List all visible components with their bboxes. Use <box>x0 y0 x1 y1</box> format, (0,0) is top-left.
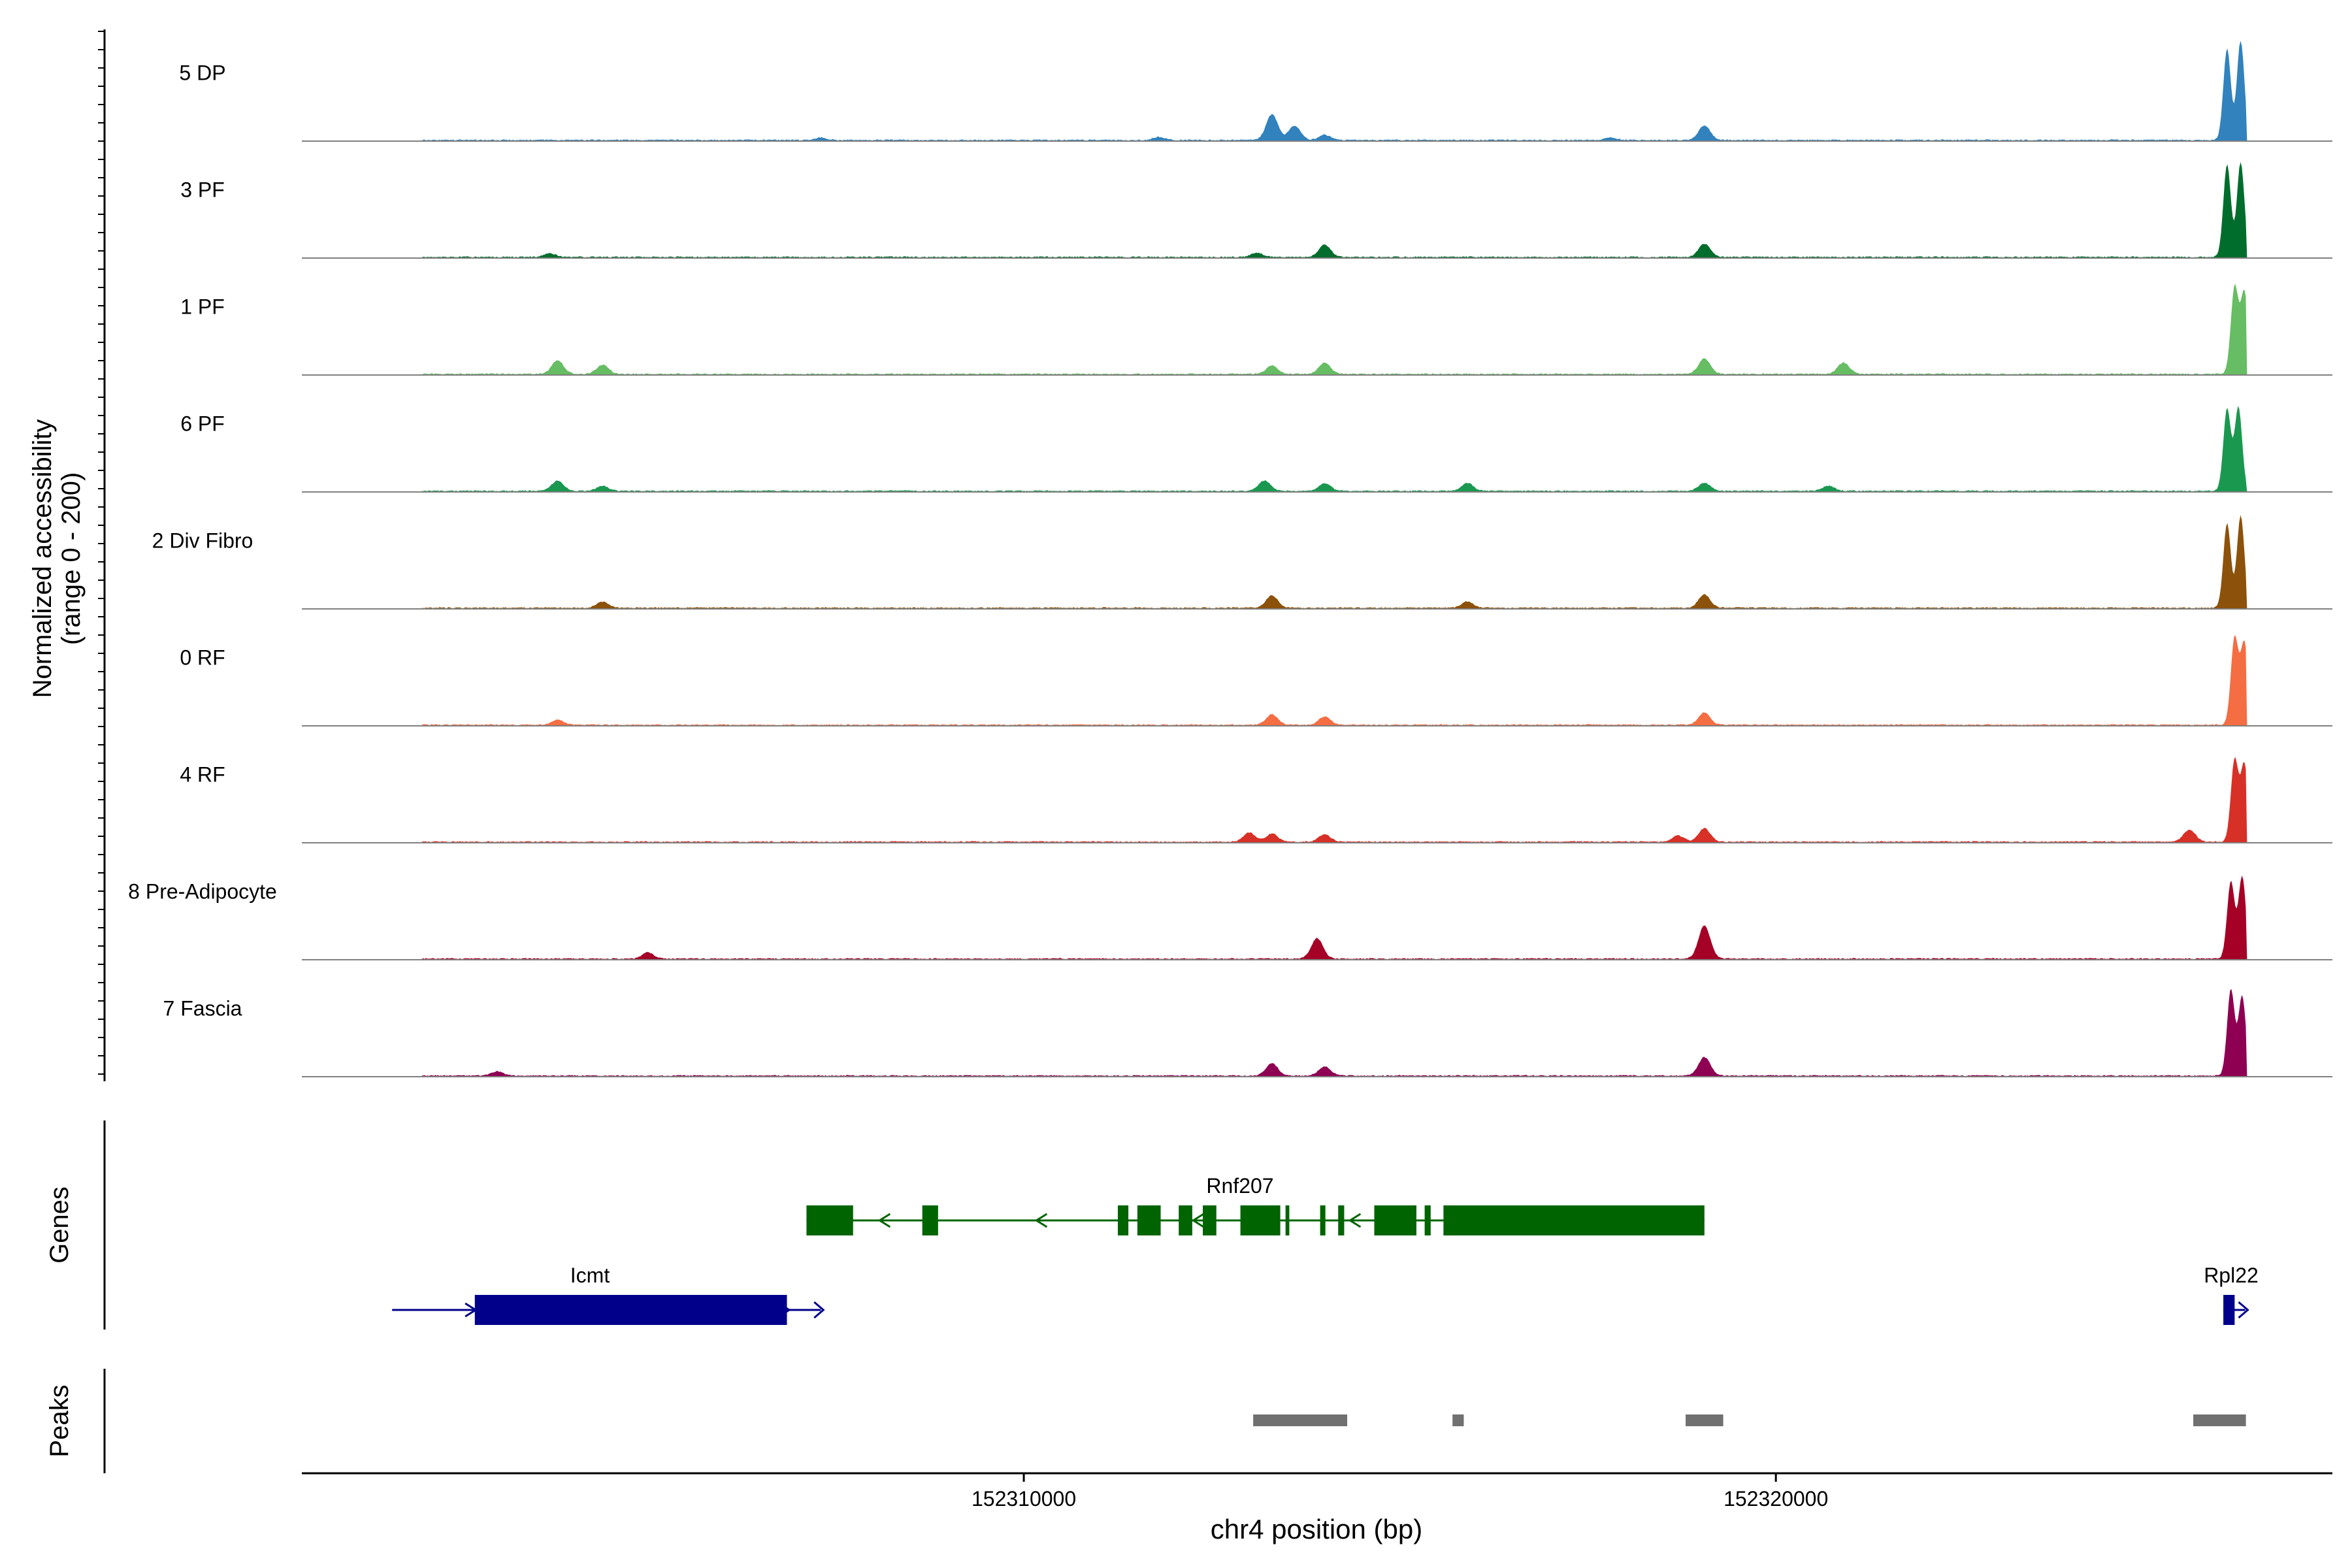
coverage-area <box>422 515 2250 609</box>
track-label: 3 PF <box>180 178 225 202</box>
gene-exon <box>1117 1205 1129 1235</box>
y-axis-label-line1: Normalized accessibility <box>28 419 57 698</box>
coverage-area <box>422 635 2250 726</box>
gene-exon <box>1285 1205 1290 1235</box>
strand-arrow-end <box>813 1301 825 1319</box>
gene-track: Rnf207 Icmt Rpl22 <box>392 1174 2259 1325</box>
genes-track-label: Genes <box>45 1186 74 1264</box>
gene-exon <box>1374 1205 1416 1235</box>
gene-exon <box>1203 1205 1217 1235</box>
track-label: 0 RF <box>180 646 225 670</box>
gene-exon <box>806 1205 853 1235</box>
coverage-area <box>422 757 2250 843</box>
track-label: 8 Pre-Adipocyte <box>128 880 277 904</box>
strand-arrow <box>1034 1213 1048 1228</box>
x-tick-label: 152320000 <box>1723 1487 1828 1511</box>
strand-arrow-end <box>2238 1301 2249 1319</box>
gene-exon <box>474 1295 787 1325</box>
gene-icmt: Icmt <box>392 1264 825 1325</box>
strand-arrow <box>1191 1213 1205 1228</box>
coverage-area <box>422 162 2250 258</box>
track-5: 2 Div Fibro <box>152 515 2332 610</box>
coverage-area <box>422 41 2250 141</box>
track-2: 3 PF <box>180 162 2332 259</box>
peak-region <box>2193 1414 2246 1426</box>
coverage-area <box>422 875 2250 960</box>
gene-exon <box>1179 1205 1192 1235</box>
track-3: 1 PF <box>180 284 2332 376</box>
gene-exon <box>1137 1205 1161 1235</box>
x-axis-ticks: 152310000 152320000 <box>972 1473 1828 1511</box>
gene-rpl22: Rpl22 <box>2204 1264 2259 1325</box>
coverage-y-ticks <box>98 31 105 1075</box>
track-8: 8 Pre-Adipocyte <box>128 875 2332 960</box>
track-label: 2 Div Fibro <box>152 529 253 553</box>
gene-exon <box>922 1205 938 1235</box>
gene-exon <box>1240 1205 1281 1235</box>
gene-exon <box>1338 1205 1345 1235</box>
track-6: 0 RF <box>180 635 2332 727</box>
track-7: 4 RF <box>180 757 2332 843</box>
gene-label: Rnf207 <box>1206 1174 1273 1198</box>
peak-track <box>1253 1414 2246 1426</box>
x-tick-label: 152310000 <box>972 1487 1076 1511</box>
peak-region <box>1686 1414 1723 1426</box>
x-axis-label: chr4 position (bp) <box>1211 1514 1423 1544</box>
gene-exon <box>2223 1295 2235 1325</box>
track-label: 6 PF <box>180 412 225 436</box>
track-1: 5 DP <box>179 41 2332 142</box>
peak-region <box>1452 1414 1464 1426</box>
gene-exon <box>1443 1205 1705 1235</box>
coverage-tracks: 5 DP 3 PF 1 PF 6 PF 2 Div Fibro 0 RF 4 RF 8 Pre… <box>128 41 2332 1077</box>
coverage-area <box>422 406 2250 492</box>
track-label: 4 RF <box>180 763 225 787</box>
track-label: 5 DP <box>179 61 225 85</box>
strand-arrow <box>1348 1213 1362 1228</box>
peak-region <box>1253 1414 1348 1426</box>
peaks-track-label: Peaks <box>45 1384 74 1457</box>
coverage-area <box>422 988 2250 1077</box>
gene-label: Icmt <box>570 1264 610 1287</box>
gene-exon <box>1320 1205 1326 1235</box>
track-9: 7 Fascia <box>163 988 2332 1077</box>
track-4: 6 PF <box>180 406 2332 493</box>
y-axis-label-line2: (range 0 - 200) <box>57 472 86 645</box>
track-label: 7 Fascia <box>163 997 242 1021</box>
gene-label: Rpl22 <box>2204 1264 2259 1287</box>
track-label: 1 PF <box>180 295 225 319</box>
strand-arrow <box>877 1213 891 1228</box>
coverage-area <box>422 284 2250 375</box>
gene-rnf207: Rnf207 <box>806 1174 1705 1235</box>
gene-exon <box>1424 1205 1431 1235</box>
